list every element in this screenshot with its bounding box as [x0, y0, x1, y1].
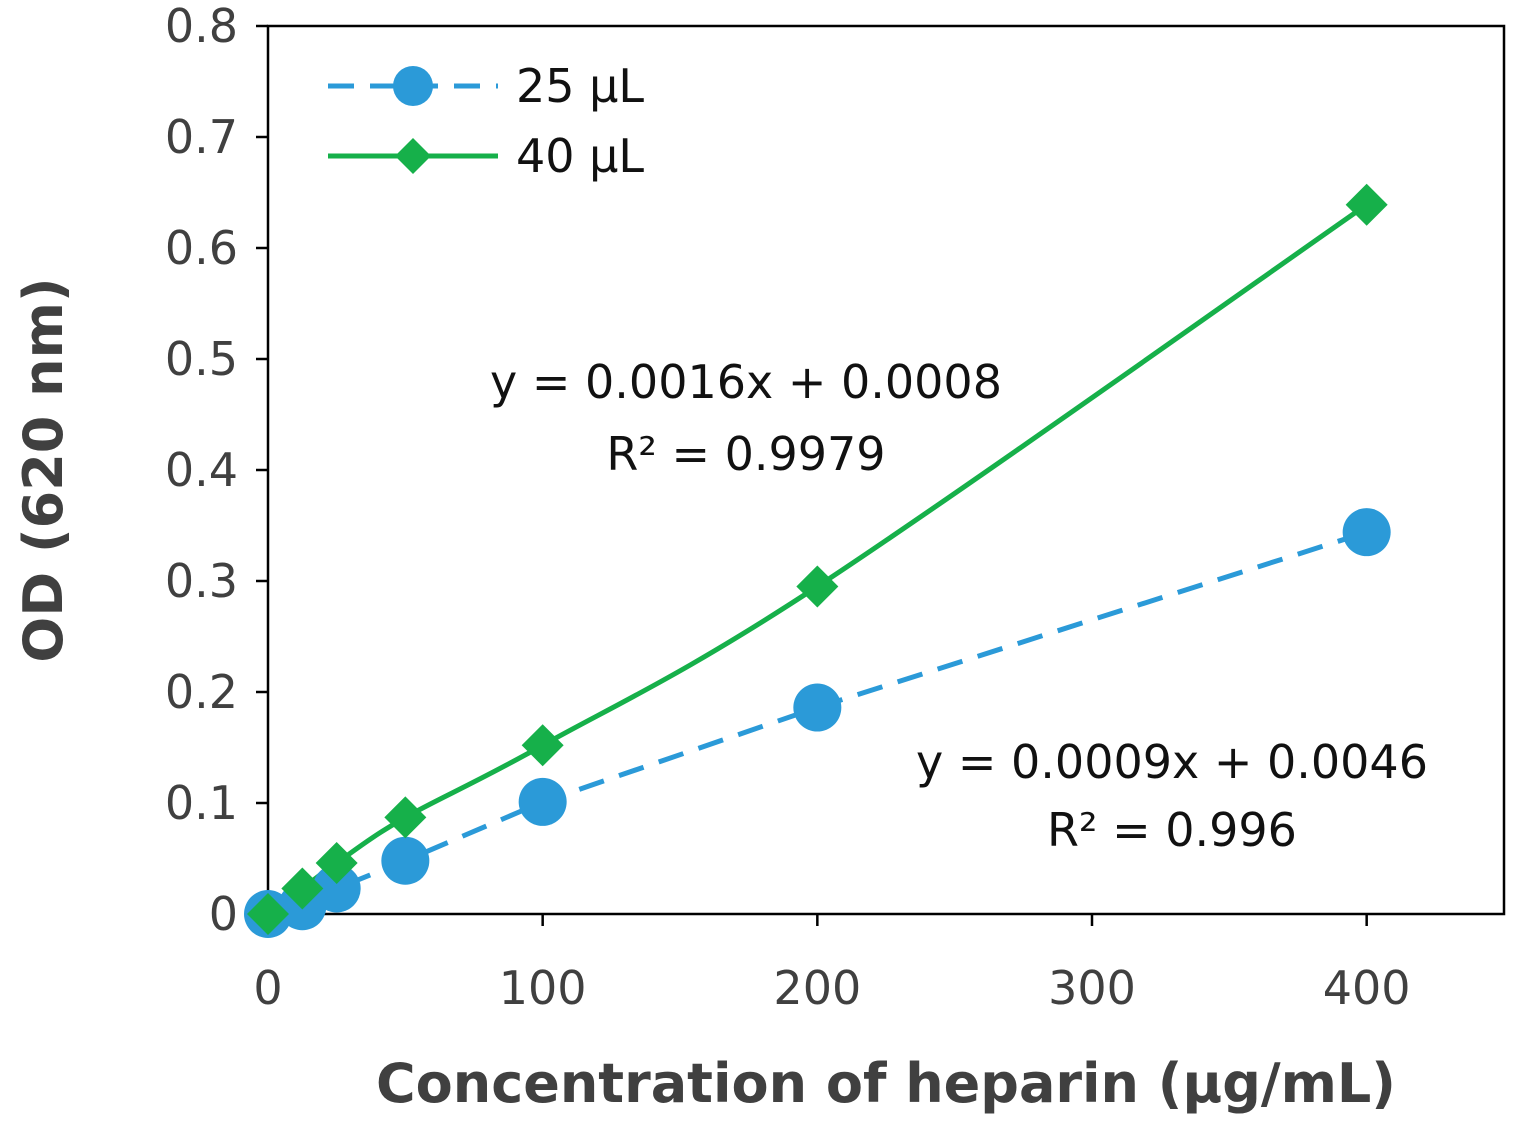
x-tick-label: 100	[499, 961, 587, 1015]
data-point-40ul	[384, 796, 427, 839]
legend-marker-circle-icon	[393, 66, 433, 106]
data-point-40ul	[796, 565, 839, 608]
x-axis-ticks: 0 100 200 300 400	[253, 914, 1411, 1015]
plot-area	[266, 24, 1506, 916]
y-tick-label: 0.5	[165, 332, 238, 386]
data-point-40ul	[281, 867, 324, 910]
legend-entry-40ul: 40 µL	[328, 129, 644, 183]
y-axis-title: OD (620 nm)	[12, 277, 75, 662]
data-point-25ul	[381, 836, 430, 885]
legend-label-40ul: 40 µL	[516, 129, 644, 183]
series-layer	[244, 183, 1391, 938]
data-point-40ul	[521, 724, 564, 767]
y-tick-label: 0	[209, 887, 238, 941]
x-tick-label: 0	[253, 961, 282, 1015]
legend: 25 µL 40 µL	[328, 59, 644, 183]
y-tick-label: 0.3	[165, 554, 238, 608]
equation-25ul: y = 0.0009x + 0.0046	[916, 735, 1428, 789]
y-tick-label: 0.4	[165, 443, 238, 497]
data-point-25ul	[312, 864, 361, 913]
x-tick-label: 300	[1048, 961, 1136, 1015]
y-tick-label: 0.6	[165, 221, 238, 275]
data-point-25ul	[518, 777, 567, 826]
r-squared-40ul: R² = 0.9979	[606, 427, 885, 481]
r-squared-25ul: R² = 0.996	[1047, 803, 1297, 857]
data-point-40ul	[1345, 183, 1388, 226]
x-tick-label: 400	[1323, 961, 1411, 1015]
y-tick-label: 0.7	[165, 110, 238, 164]
y-axis-ticks: 0 0.1 0.2 0.3 0.4 0.5 0.6 0.7 0.8	[165, 0, 268, 941]
equation-40ul: y = 0.0016x + 0.0008	[490, 355, 1002, 409]
legend-entry-25ul: 25 µL	[328, 59, 644, 113]
y-tick-label: 0.8	[165, 0, 238, 53]
x-axis-title: Concentration of heparin (µg/mL)	[376, 1052, 1396, 1115]
trendline-annotations: y = 0.0016x + 0.0008 R² = 0.9979 y = 0.0…	[490, 355, 1428, 857]
legend-label-25ul: 25 µL	[516, 59, 644, 113]
data-point-25ul	[793, 683, 842, 732]
legend-marker-diamond-icon	[395, 138, 431, 174]
y-tick-label: 0.2	[165, 665, 238, 719]
x-tick-label: 200	[773, 961, 861, 1015]
data-point-40ul	[315, 841, 358, 884]
y-tick-label: 0.1	[165, 776, 238, 830]
data-point-25ul	[1342, 508, 1391, 557]
data-point-40ul	[247, 893, 289, 935]
